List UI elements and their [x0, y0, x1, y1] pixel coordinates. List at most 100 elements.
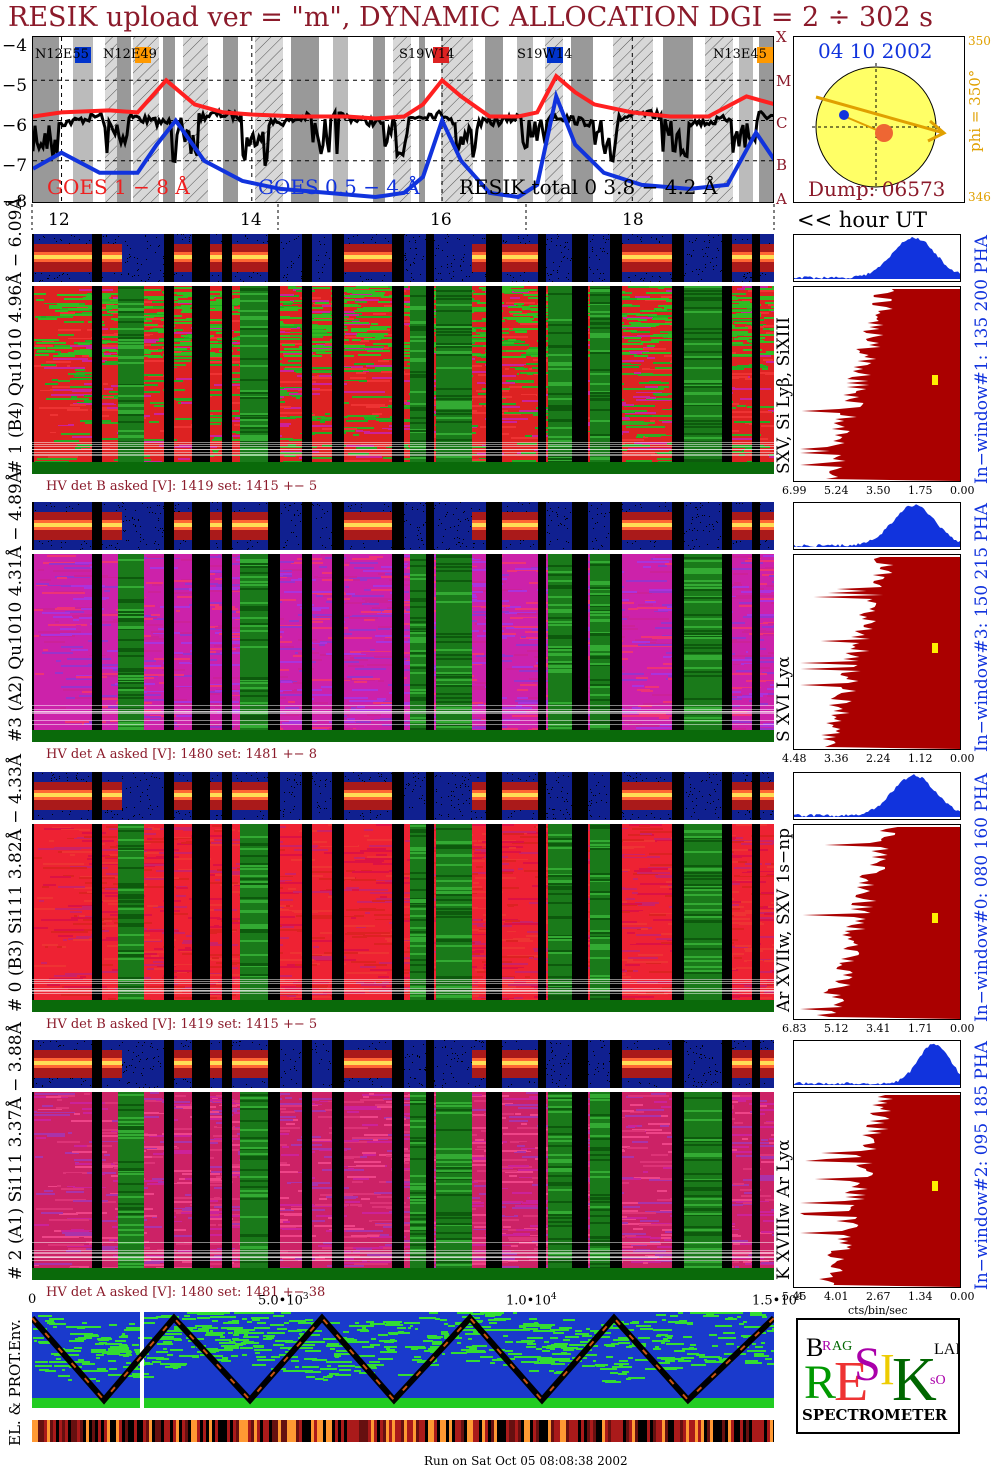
class-letter: M	[776, 72, 792, 90]
sun-diagram	[812, 63, 947, 191]
goes-plot: N12E55 N12E49 S19W14 S19W14 N13E45 GOES 1 − …	[32, 36, 774, 203]
night-band	[663, 37, 693, 202]
profile-x-tick: 4.01	[824, 1290, 849, 1303]
night-band	[255, 37, 283, 202]
phi-bottom-value: 346	[968, 190, 991, 204]
count-tick: 1.0•104	[506, 1292, 557, 1309]
night-band	[117, 37, 131, 202]
pha-window-label: In−window#0: 080 160 PHA	[972, 773, 992, 1022]
chart-title: RESIK upload ver = "m", DYNAMIC ALLOCATI…	[8, 2, 933, 33]
night-band	[419, 37, 425, 202]
y-tick-label: −4	[2, 36, 28, 56]
region-label: N12E55	[35, 47, 89, 62]
pha-timeline-strip	[32, 502, 774, 550]
region-label: S19W14	[399, 47, 455, 62]
pha-histogram	[793, 502, 961, 550]
class-letter: A	[776, 190, 787, 208]
night-band	[33, 37, 59, 202]
environment-bar-svg	[32, 1420, 774, 1442]
counts-unit: cts/bin/sec	[848, 1304, 908, 1317]
region-color-swatch	[135, 47, 151, 63]
pha-window-label: In−window#3: 150 215 PHA	[972, 503, 992, 752]
environment-plot	[32, 1312, 774, 1408]
pha-histogram	[793, 234, 961, 282]
pha-window-label: In−window#1: 135 200 PHA	[972, 235, 992, 484]
y-tick-label: −7	[2, 156, 28, 176]
region-color-swatch	[75, 47, 91, 63]
profile-x-tick: 3.36	[824, 752, 849, 765]
night-band	[393, 37, 411, 202]
region-label: N12E49	[103, 47, 157, 62]
profile-x-tick: 0.00	[950, 752, 975, 765]
spectrogram	[32, 1092, 774, 1280]
profile-x-tick: 1.75	[908, 484, 933, 497]
profile-x-tick: 1.12	[908, 752, 933, 765]
region-tag: S19W14	[517, 47, 573, 63]
pha-histogram	[793, 772, 961, 820]
night-band	[441, 37, 473, 202]
hv-readout: HV det A asked [V]: 1480 set: 1481 +− 38	[46, 1285, 326, 1300]
series-resik-total	[33, 106, 773, 167]
resik-logo: B R AG R E S I K LAR sO SPECTROMETER	[796, 1318, 966, 1434]
spectral-line-label: S XVI Lyα	[774, 656, 794, 742]
night-band	[333, 37, 348, 202]
region-color-swatch	[757, 47, 773, 63]
region-tag: N12E49	[103, 47, 157, 63]
profile-x-tick: 6.83	[782, 1022, 807, 1035]
region-label: S19W14	[517, 47, 573, 62]
y-tick-label: −5	[2, 76, 28, 96]
profile-x-tick: 2.24	[866, 752, 891, 765]
time-tick: 16	[430, 210, 452, 230]
legend-goes-blue: GOES 0.5 − 4 Å	[258, 175, 420, 199]
spectrum-profile	[793, 1092, 961, 1288]
profile-x-tick: 5.12	[824, 1022, 849, 1035]
class-letter: B	[776, 156, 788, 174]
pha-histogram	[793, 1040, 961, 1088]
environment-panel	[32, 1312, 774, 1408]
spectrum-profile	[793, 824, 961, 1020]
environment-bar	[32, 1420, 774, 1442]
footer-run-timestamp: Run on Sat Oct 05 08:08:38 2002	[424, 1454, 628, 1468]
region-color-swatch	[433, 47, 449, 63]
detector-label: #3 (A2) Qu1010 4.31Å − 4.89Å	[6, 470, 26, 742]
class-letter: X	[776, 28, 787, 46]
profile-x-tick: 6.99	[782, 484, 807, 497]
profile-x-tick: 3.50	[866, 484, 891, 497]
legend-goes-red: GOES 1 − 8 Å	[47, 175, 190, 199]
detector-label: # 0 (B3) Si111 3.82Å − 4.33Å	[6, 753, 26, 1012]
series-line	[33, 89, 773, 200]
y-tick-label: −6	[2, 116, 28, 136]
phi-top-value: 350	[968, 34, 991, 48]
spectral-line-label: Ar XVIIw, SXV 1s−np	[774, 827, 794, 1012]
profile-x-tick: 2.67	[866, 1290, 891, 1303]
counts-axis: 0 5.0•103 1.0•104 1.5•104	[0, 1292, 803, 1312]
profile-x-tick: 3.41	[866, 1022, 891, 1035]
spectrogram	[32, 824, 774, 1012]
hv-readout: HV det B asked [V]: 1419 set: 1415 +− 5	[46, 1017, 318, 1032]
profile-x-tick: 1.34	[908, 1290, 933, 1303]
spectrum-profile	[793, 286, 961, 482]
time-tick: 14	[240, 210, 262, 230]
sun-position-panel: 04 10 2002 Dump: 06573	[793, 36, 965, 203]
spectral-line-label: SXV, Si Lyβ, SiXIII	[774, 317, 794, 474]
hv-readout: HV det B asked [V]: 1419 set: 1415 +− 5	[46, 479, 318, 494]
detector-label: # 1 (B4) Qu1010 4.96Å − 6.09Å	[6, 197, 26, 474]
profile-x-tick: 0.00	[950, 484, 975, 497]
legend-resik-total: RESIK total 0 3.8 − 4.2 Å	[459, 175, 718, 199]
profile-x-tick: 1.71	[908, 1022, 933, 1035]
logo-bottom-text: SPECTROMETER	[802, 1406, 948, 1424]
logo-b: B	[806, 1333, 823, 1362]
class-letter: C	[776, 114, 788, 132]
region-tag: S19W14	[399, 47, 455, 63]
pha-timeline-strip	[32, 234, 774, 282]
time-tick: 18	[622, 210, 644, 230]
sun-date: 04 10 2002	[818, 39, 933, 63]
region-label: N13E45	[713, 47, 767, 62]
profile-x-tick: 4.48	[782, 752, 807, 765]
pha-window-label: In−window#2: 095 185 PHA	[972, 1041, 992, 1290]
y-tick-label: −8	[2, 192, 28, 212]
profile-x-tick: 5.45	[782, 1290, 807, 1303]
profile-x-tick: 5.24	[824, 484, 849, 497]
series-line	[33, 73, 773, 121]
detector-label: # 2 (A1) Si111 3.37Å − 3.88Å	[6, 1022, 26, 1280]
